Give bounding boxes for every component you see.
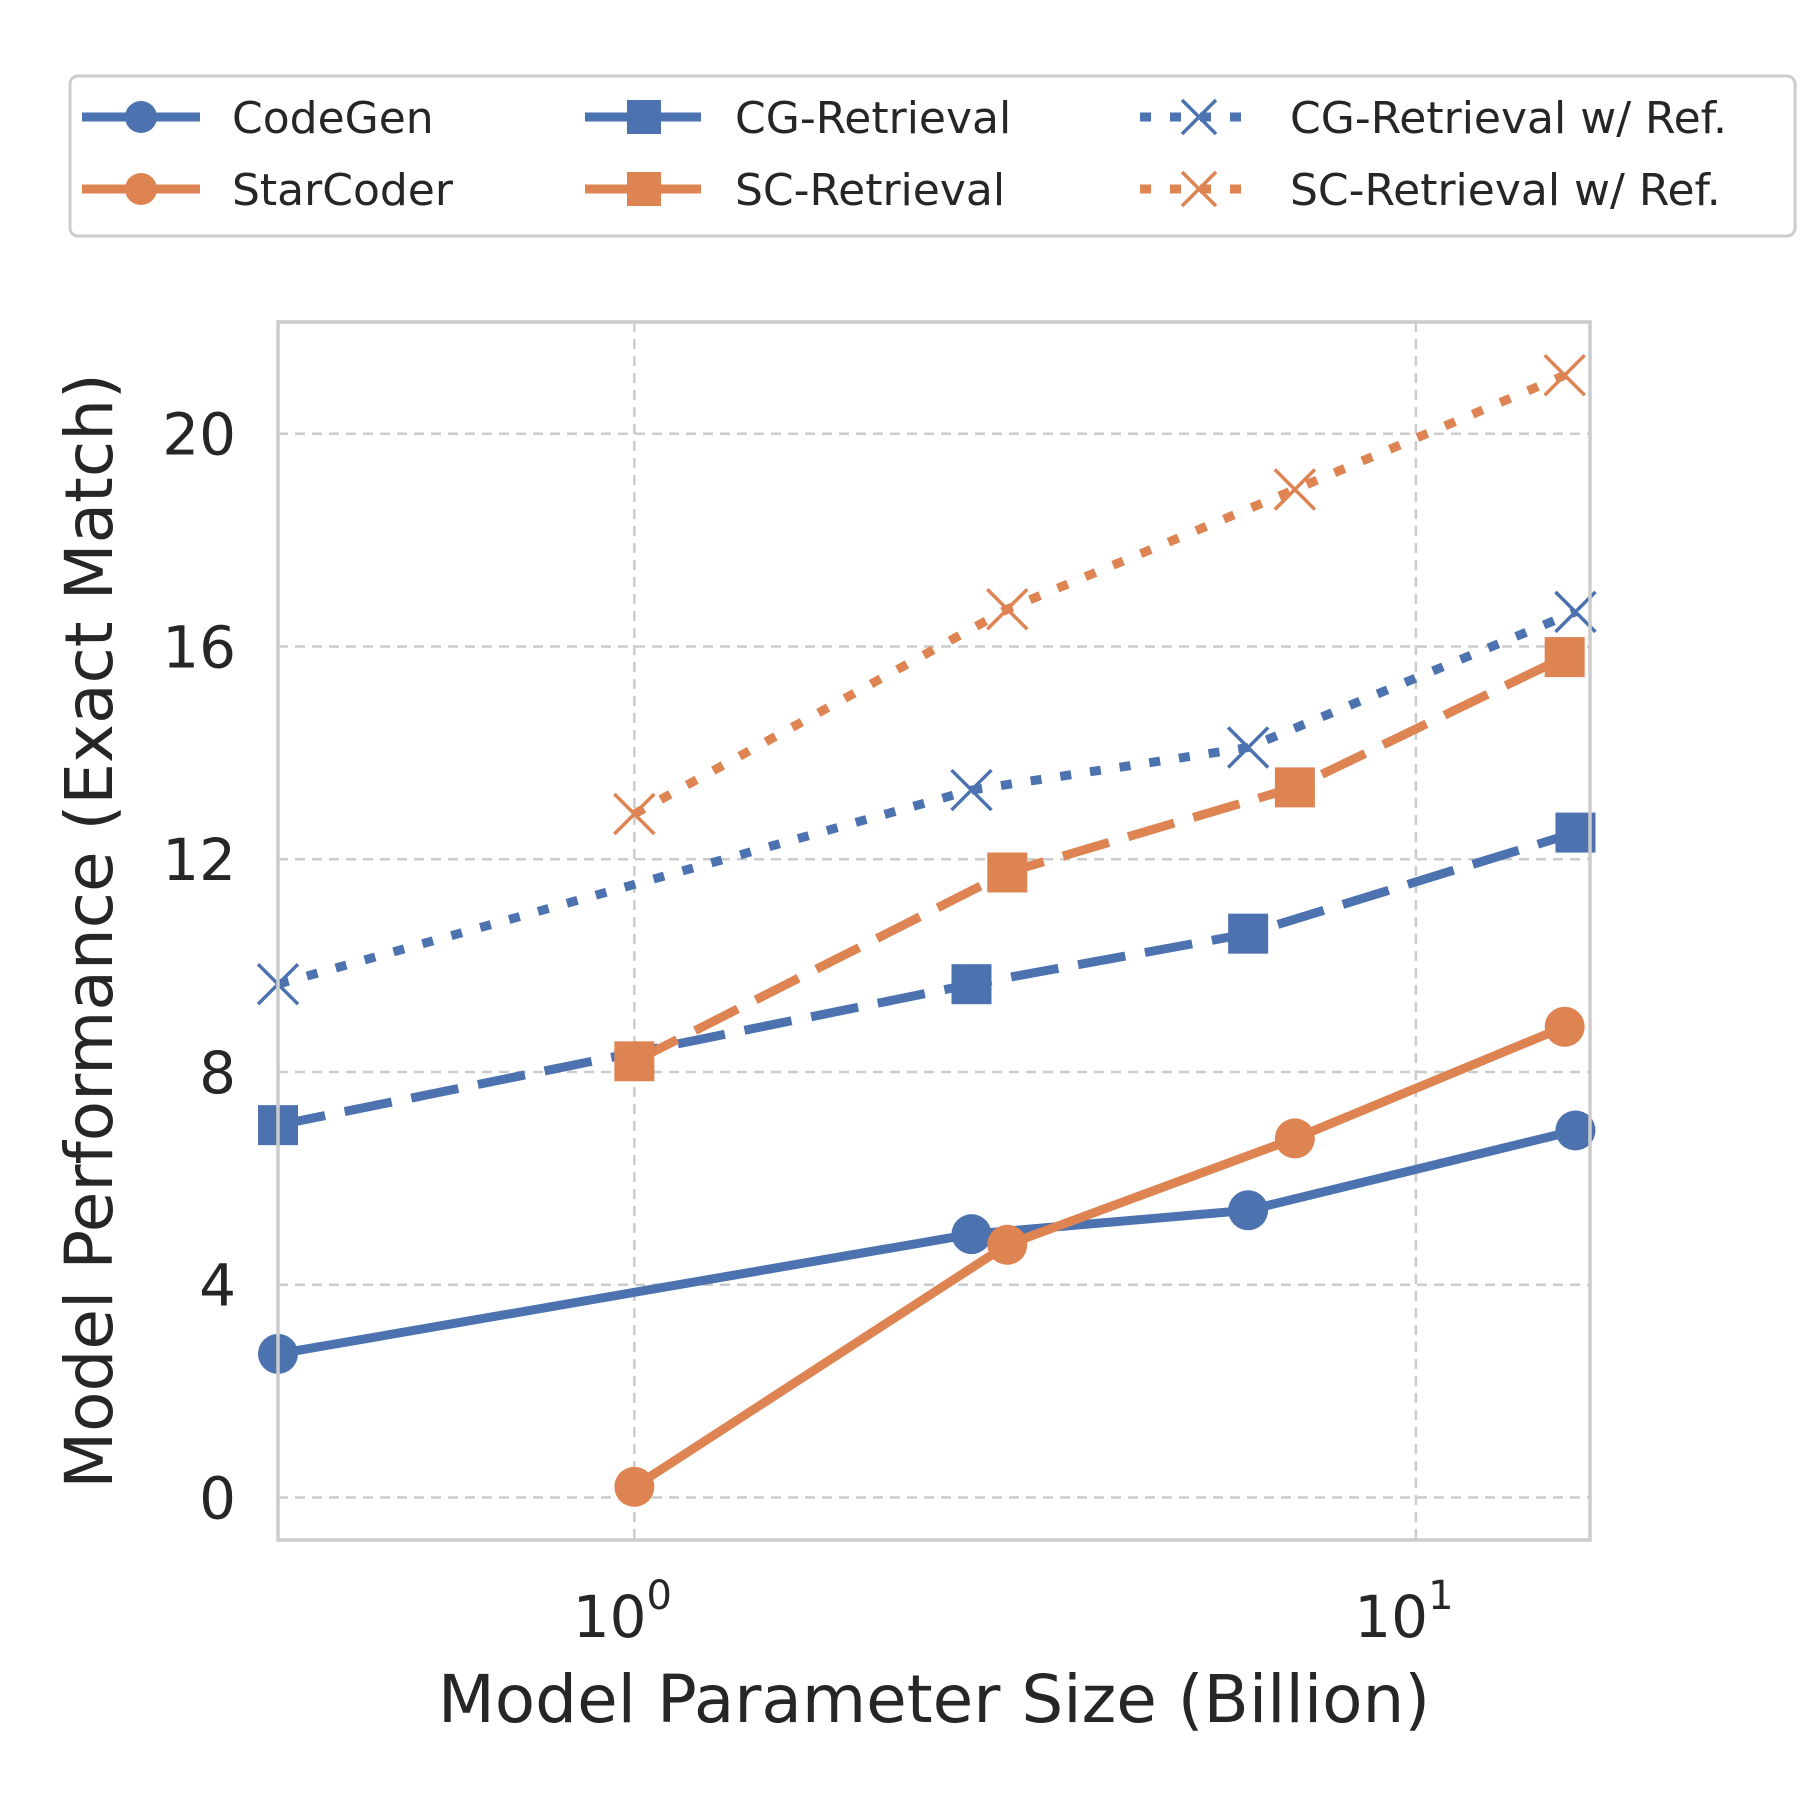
series-starcoder <box>614 1006 1585 1507</box>
y-tick-label: 4 <box>199 1252 236 1320</box>
series-sc-retrieval-w-ref <box>613 353 1586 836</box>
x-tick-base: 10 <box>573 1583 647 1651</box>
circle-marker <box>614 1466 655 1507</box>
series-codegen <box>258 1110 1596 1374</box>
series-layer <box>256 353 1597 1507</box>
x-marker <box>1180 170 1218 208</box>
legend-box <box>68 74 1797 238</box>
legend: CodeGen StarCoder CG-Retrieval SC-Retrieval… <box>82 93 1727 216</box>
y-tick-label: 16 <box>162 613 236 681</box>
circle-marker <box>987 1224 1028 1265</box>
square-marker <box>951 964 992 1005</box>
x-marker <box>1226 726 1270 769</box>
square-marker <box>987 852 1028 893</box>
legend-label: CG-Retrieval <box>735 93 1011 144</box>
grid <box>278 322 1590 1540</box>
series-line <box>276 607 1578 989</box>
legend-entry: CodeGen <box>82 93 434 144</box>
x-axis-label: Model Parameter Size (Billion) <box>438 1661 1430 1738</box>
y-tick-label: 0 <box>199 1464 236 1532</box>
square-marker <box>627 172 661 206</box>
legend-label: SC-Retrieval w/ Ref. <box>1290 165 1721 216</box>
legend-label: CodeGen <box>232 93 434 144</box>
circle-marker <box>125 173 157 205</box>
series-line <box>631 1022 1567 1491</box>
y-axis-label: Model Performance (Exact Match) <box>51 373 128 1489</box>
square-marker <box>614 1041 655 1082</box>
legend-label: SC-Retrieval <box>735 165 1005 216</box>
y-tick-label: 12 <box>162 826 236 894</box>
x-tick-exponent: 1 <box>1428 1573 1453 1619</box>
x-tick-label: 100 <box>573 1573 672 1651</box>
series-line <box>277 1126 1577 1359</box>
y-tick-label: 20 <box>162 401 236 469</box>
series-sc-retrieval <box>614 637 1585 1082</box>
circle-marker <box>1274 1118 1315 1159</box>
legend-label: StarCoder <box>232 165 454 216</box>
legend-entry: StarCoder <box>82 165 454 216</box>
x-marker <box>613 792 656 836</box>
circle-marker <box>1544 1006 1585 1047</box>
y-tick-label: 8 <box>199 1039 236 1107</box>
legend-entry: CG-Retrieval <box>585 93 1011 144</box>
circle-marker <box>1555 1110 1596 1151</box>
square-marker <box>1228 913 1269 954</box>
x-tick-base: 10 <box>1354 1583 1428 1651</box>
legend-entry: CG-Retrieval w/ Ref. <box>1140 93 1727 144</box>
circle-marker <box>1228 1190 1269 1231</box>
legend-entry: SC-Retrieval w/ Ref. <box>1140 165 1721 216</box>
plot-frame <box>276 320 1592 1542</box>
legend-label: CG-Retrieval w/ Ref. <box>1290 93 1727 144</box>
square-marker <box>1274 767 1315 808</box>
square-marker <box>627 100 661 134</box>
series-line <box>632 371 1567 818</box>
x-tick-label: 101 <box>1354 1573 1453 1651</box>
series-line <box>632 653 1567 1066</box>
square-marker <box>1544 637 1585 678</box>
circle-marker <box>125 101 157 133</box>
x-marker <box>986 587 1029 631</box>
x-marker <box>1543 353 1586 397</box>
x-tick-exponent: 0 <box>647 1573 672 1619</box>
legend-entry: SC-Retrieval <box>585 165 1005 216</box>
x-marker <box>950 768 993 812</box>
circle-marker <box>951 1214 992 1255</box>
x-marker <box>1180 98 1218 136</box>
series-line <box>277 828 1577 1130</box>
x-marker <box>1273 468 1317 511</box>
